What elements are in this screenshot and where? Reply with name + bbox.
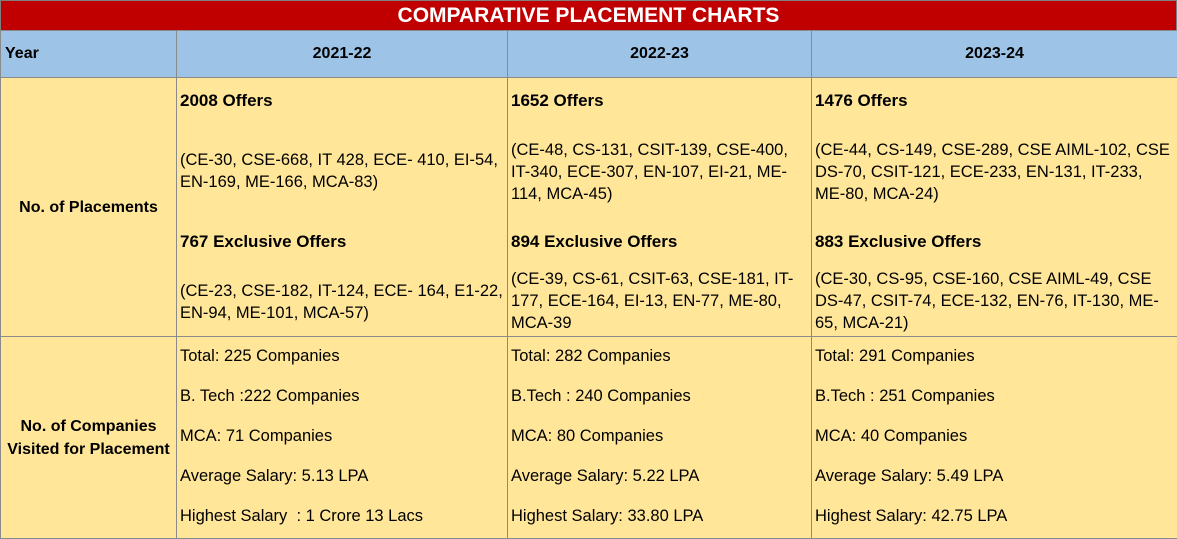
mca-companies: MCA: 71 Companies xyxy=(180,427,332,446)
offers-breakup: (CE-44, CS-149, CSE-289, CSE AIML-102, C… xyxy=(815,139,1175,205)
exclusive-offers: 894 Exclusive Offers xyxy=(511,232,809,252)
header-row: Year 2021-22 2022-23 2023-24 xyxy=(1,31,1177,78)
placements-cell-2021-22: 2008 Offers (CE-30, CSE-668, IT 428, ECE… xyxy=(177,78,508,337)
offers-total: 1652 Offers xyxy=(511,91,809,111)
companies-cell-2021-22: Total: 225 Companies B. Tech :222 Compan… xyxy=(177,337,508,539)
offers-total: 1476 Offers xyxy=(815,91,1175,111)
exclusive-breakup: (CE-39, CS-61, CSIT-63, CSE-181, IT-177,… xyxy=(511,268,809,334)
offers-total: 2008 Offers xyxy=(180,91,505,111)
exclusive-breakup: (CE-23, CSE-182, IT-124, ECE- 164, E1-22… xyxy=(180,280,505,324)
average-salary: Average Salary: 5.22 LPA xyxy=(511,467,699,486)
total-companies: Total: 282 Companies xyxy=(511,347,671,366)
mca-companies: MCA: 40 Companies xyxy=(815,427,967,446)
year-header: Year xyxy=(1,31,177,78)
sheet-title: COMPARATIVE PLACEMENT CHARTS xyxy=(0,0,1177,31)
total-companies: Total: 225 Companies xyxy=(180,347,340,366)
total-companies: Total: 291 Companies xyxy=(815,347,975,366)
exclusive-offers: 883 Exclusive Offers xyxy=(815,232,1175,252)
highest-salary: Highest Salary: 33.80 LPA xyxy=(511,507,703,526)
btech-companies: B.Tech : 251 Companies xyxy=(815,387,995,406)
offers-breakup: (CE-30, CSE-668, IT 428, ECE- 410, EI-54… xyxy=(180,149,505,193)
placement-table: Year 2021-22 2022-23 2023-24 No. of Plac… xyxy=(0,30,1177,539)
year-2021-22-header: 2021-22 xyxy=(177,31,508,78)
year-2023-24-header: 2023-24 xyxy=(812,31,1177,78)
placements-row: No. of Placements 2008 Offers (CE-30, CS… xyxy=(1,78,1177,337)
average-salary: Average Salary: 5.13 LPA xyxy=(180,467,368,486)
exclusive-offers: 767 Exclusive Offers xyxy=(180,232,505,252)
btech-companies: B. Tech :222 Companies xyxy=(180,387,359,406)
companies-cell-2023-24: Total: 291 Companies B.Tech : 251 Compan… xyxy=(812,337,1177,539)
highest-salary: Highest Salary : 1 Crore 13 Lacs xyxy=(180,507,423,526)
btech-companies: B.Tech : 240 Companies xyxy=(511,387,691,406)
companies-row-label: No. of Companies Visited for Placement xyxy=(1,337,177,539)
highest-salary: Highest Salary: 42.75 LPA xyxy=(815,507,1007,526)
year-2022-23-header: 2022-23 xyxy=(508,31,812,78)
exclusive-breakup: (CE-30, CS-95, CSE-160, CSE AIML-49, CSE… xyxy=(815,268,1175,334)
companies-row: No. of Companies Visited for Placement T… xyxy=(1,337,1177,539)
placements-row-label: No. of Placements xyxy=(1,78,177,337)
offers-breakup: (CE-48, CS-131, CSIT-139, CSE-400, IT-34… xyxy=(511,139,809,205)
mca-companies: MCA: 80 Companies xyxy=(511,427,663,446)
placements-cell-2023-24: 1476 Offers (CE-44, CS-149, CSE-289, CSE… xyxy=(812,78,1177,337)
placements-cell-2022-23: 1652 Offers (CE-48, CS-131, CSIT-139, CS… xyxy=(508,78,812,337)
companies-cell-2022-23: Total: 282 Companies B.Tech : 240 Compan… xyxy=(508,337,812,539)
average-salary: Average Salary: 5.49 LPA xyxy=(815,467,1003,486)
